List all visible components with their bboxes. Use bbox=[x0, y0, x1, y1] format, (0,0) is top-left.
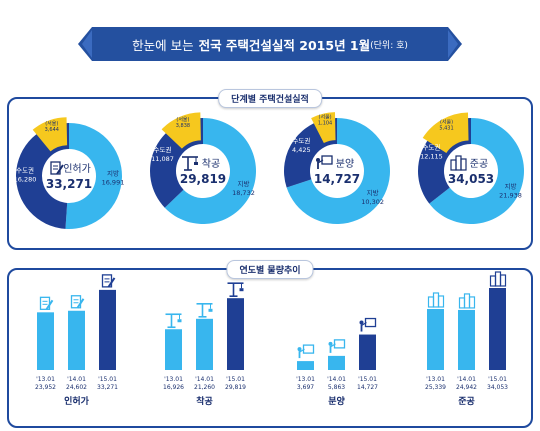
trend-panel-title: 연도별 물량추이 bbox=[226, 260, 314, 279]
stage-panel-title: 단계별 주택건설실적 bbox=[218, 89, 322, 108]
unit-label: (단위: 호) bbox=[370, 40, 408, 51]
title-banner: 한눈에 보는 전국 주택건설실적 2015년 1월 (단위: 호) bbox=[78, 27, 462, 61]
trend-panel: 연도별 물량추이 bbox=[7, 260, 533, 428]
stage-panel: 단계별 주택건설실적 bbox=[7, 89, 533, 250]
page-title: 전국 주택건설실적 2015년 1월 bbox=[198, 37, 371, 53]
banner-text: 한눈에 보는 전국 주택건설실적 2015년 1월 (단위: 호) bbox=[78, 27, 462, 61]
header-prefix: 한눈에 보는 bbox=[132, 37, 194, 53]
banner-shape bbox=[78, 27, 462, 61]
